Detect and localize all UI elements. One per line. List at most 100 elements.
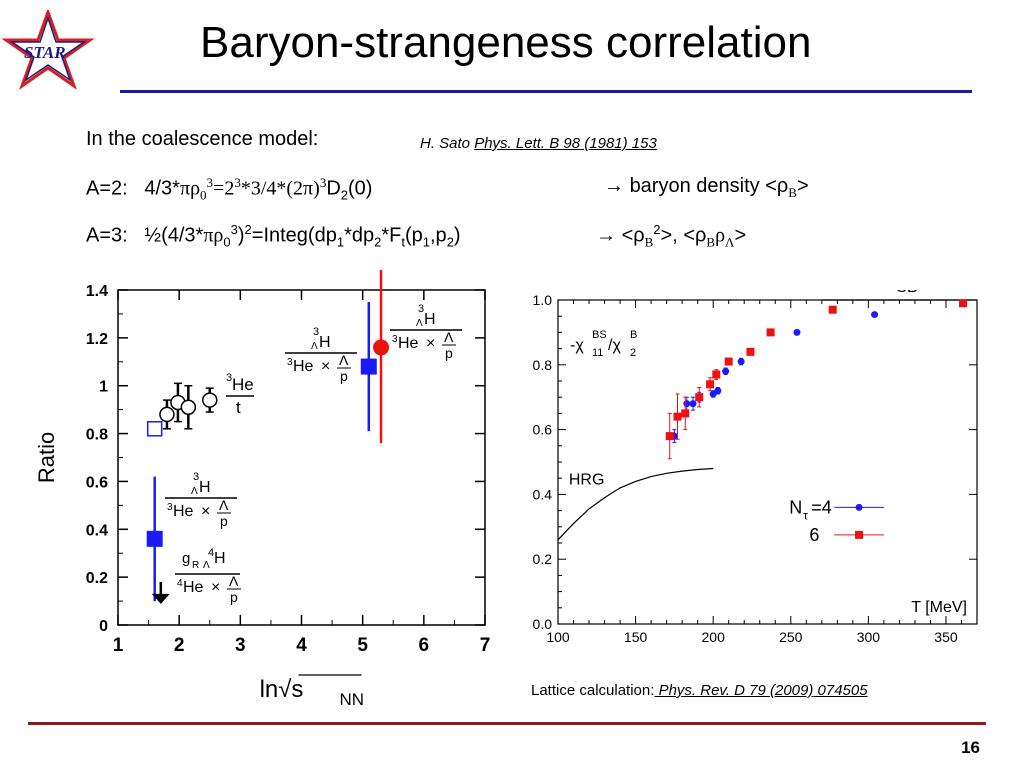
annotation-chi: -χ xyxy=(570,337,584,354)
page-title: Baryon-strangeness correlation xyxy=(200,18,812,67)
a3-result-sub-l: Λ xyxy=(725,234,735,250)
x-tick-label: 2 xyxy=(174,635,185,656)
label-blue-low-times: × xyxy=(201,503,210,520)
a2-pi-rho: πρ xyxy=(179,177,201,200)
label-blue-high-top: H xyxy=(319,334,331,351)
a3-sub0: 0 xyxy=(223,234,231,250)
gr-lambda-sub: Λ xyxy=(203,560,210,571)
a3-s1: 1 xyxy=(336,234,345,250)
a3-result-end: > xyxy=(734,224,747,247)
gr-g: g xyxy=(182,550,190,567)
plot-frame xyxy=(557,299,978,625)
y-tick-label: 0.4 xyxy=(533,486,553,502)
label-blue-low-top-sup: 3 xyxy=(193,471,199,483)
data-point-square xyxy=(665,432,674,441)
star-logo-text: STAR xyxy=(24,43,66,62)
y-tick-label: 0.8 xyxy=(86,427,108,444)
he-t-bottom: t xyxy=(236,398,241,417)
data-point-circle xyxy=(714,387,722,395)
x-tick-label: 350 xyxy=(934,629,958,645)
reference-sato: H. Sato Phys. Lett. B 98 (1981) 153 xyxy=(420,135,657,152)
upper-limit-arrow xyxy=(151,593,170,604)
reference-lattice: Lattice calculation: Phys. Rev. D 79 (20… xyxy=(531,682,868,699)
a3-p1: (p xyxy=(404,224,423,247)
data-point-circle xyxy=(737,358,745,366)
legend-n-end: =4 xyxy=(811,497,832,517)
a3-close: ) xyxy=(237,224,245,247)
data-point-open-circle xyxy=(180,399,197,415)
x-axis-label-sub: NN xyxy=(340,690,365,709)
y-tick-label: 0 xyxy=(99,618,108,635)
page-number: 16 xyxy=(961,738,980,757)
data-point-square xyxy=(695,393,704,402)
model-label: In the coalescence model: xyxy=(86,128,319,150)
y-tick-label: 1.2 xyxy=(86,331,108,348)
label-blue-high-top-sub: Λ xyxy=(311,341,318,352)
y-tick-label: 0.0 xyxy=(533,616,553,632)
arrow-icon: → xyxy=(604,175,624,197)
legend-marker-nt6 xyxy=(855,530,864,539)
label-blue-low-top-sub: Λ xyxy=(191,486,198,497)
y-tick-label: 0.2 xyxy=(86,570,108,587)
x-tick-label: 1 xyxy=(113,635,124,656)
x-tick-label: 7 xyxy=(480,635,491,656)
equation-a2-result: → baryon density <ρB> xyxy=(604,175,809,201)
label-red-high-top-sup: 3 xyxy=(418,303,424,315)
a2-sup3b: 3 xyxy=(234,175,241,190)
data-point-square xyxy=(828,305,837,314)
x-tick-label: 100 xyxy=(546,629,570,645)
a3-sup2: 2 xyxy=(244,222,252,237)
annotation-chi-sub: 11 xyxy=(592,347,603,359)
data-point-square xyxy=(712,370,721,379)
gr-he4: He xyxy=(183,579,204,596)
y-tick-label: 0.2 xyxy=(533,551,553,567)
a2-result-sub: B xyxy=(788,185,797,200)
x-tick-label: 4 xyxy=(296,635,307,656)
reference-sato-journal: Phys. Lett. B 98 (1981) 153 xyxy=(474,135,657,152)
he-t-top: He xyxy=(232,375,254,394)
a3-p2: ,p xyxy=(430,224,447,247)
y-tick-label: 1.0 xyxy=(533,292,553,308)
label-red-high-bot-sup: 3 xyxy=(392,334,398,345)
y-tick-label: 0.4 xyxy=(86,522,108,539)
a3-result-rho: ρ xyxy=(715,224,726,247)
x-axis-label: T [MeV] xyxy=(911,599,967,616)
a3-sup3: 3 xyxy=(230,222,238,237)
label-gr: g R4Λ H4 He × Λp xyxy=(175,547,241,605)
label-red-high-top: H xyxy=(424,311,436,328)
label-blue-low-bot-sup: 3 xyxy=(167,502,173,513)
a3-f: *F xyxy=(381,224,402,247)
a3-label: A=3: xyxy=(86,224,128,247)
gr-times: × xyxy=(211,579,220,596)
x-tick-label: 5 xyxy=(357,635,368,656)
a3-half: ½ xyxy=(144,224,162,247)
data-point-filled-square xyxy=(360,358,377,375)
star-logo-inner xyxy=(9,15,87,82)
a2-sub2: 2 xyxy=(340,187,348,203)
gr-sub: R xyxy=(192,560,199,571)
a3-s2: 2 xyxy=(374,234,382,250)
data-point-circle xyxy=(871,311,879,319)
label-red-high-p: p xyxy=(445,345,453,361)
label-blue-high-bot-sup: 3 xyxy=(287,357,293,368)
data-point-open-circle xyxy=(202,392,218,408)
a2-sup3a: 3 xyxy=(206,175,214,190)
equation-a3-result: → <ρB2>, <ρBρΛ> xyxy=(596,222,746,251)
x-tick-label: 150 xyxy=(624,629,648,645)
a2-d: D xyxy=(326,177,341,200)
a3-end: ) xyxy=(453,224,461,247)
gr-h: H xyxy=(214,550,226,567)
gr-p: p xyxy=(230,589,238,605)
legend-marker-nt4 xyxy=(855,503,863,511)
label-blue-high-p: p xyxy=(340,368,348,384)
legend-n-sub: τ xyxy=(803,508,808,522)
data-point-circle xyxy=(793,328,801,336)
data-point-filled-circle xyxy=(373,339,390,356)
data-point-square xyxy=(724,357,733,366)
label-blue-high-bot: He xyxy=(293,358,314,375)
data-point-circle xyxy=(722,367,730,375)
x-tick-label: 250 xyxy=(779,629,803,645)
data-point-square xyxy=(959,299,968,308)
gr-h4-sup: 4 xyxy=(208,547,214,559)
